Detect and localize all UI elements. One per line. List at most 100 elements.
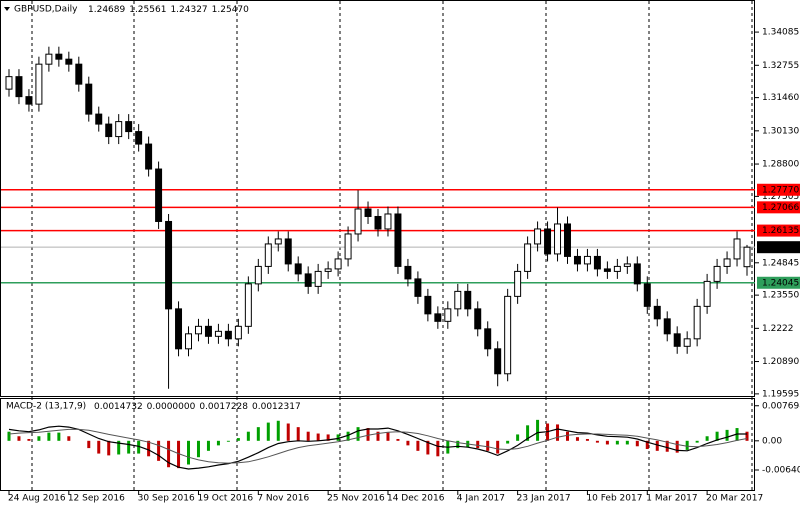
- level-label: 1.25470: [762, 243, 799, 253]
- x-tick-label: 25 Nov 2016: [327, 494, 385, 504]
- candle-body: [404, 265, 412, 280]
- candle-body: [583, 255, 591, 265]
- candle-body: [15, 76, 23, 98]
- histogram-bar: [436, 440, 440, 457]
- histogram-bar: [476, 440, 480, 449]
- candle-body: [55, 53, 63, 60]
- x-tick-label: 12 Sep 2016: [68, 494, 125, 504]
- y-tick-label: 0.007698: [762, 401, 800, 411]
- candle-body: [155, 168, 163, 222]
- histogram-bar: [196, 440, 200, 458]
- candle-body: [524, 243, 532, 272]
- y-tick-label: 1.32755: [762, 61, 799, 71]
- histogram-bar: [336, 434, 340, 441]
- candle-body: [454, 290, 462, 310]
- candle-body: [194, 325, 202, 335]
- candle-body: [304, 273, 312, 287]
- y-tick-label: 1.24845: [762, 258, 799, 268]
- candle-body: [314, 270, 322, 287]
- histogram-bar: [226, 440, 230, 442]
- x-tick-label: 19 Oct 2016: [197, 494, 253, 504]
- x-tick-label: 10 Feb 2017: [586, 494, 642, 504]
- candle-body: [544, 228, 552, 255]
- histogram-bar: [516, 434, 520, 441]
- y-tick-label: 1.28800: [762, 160, 799, 170]
- candle-body: [723, 258, 731, 267]
- candle-body: [274, 238, 282, 245]
- histogram-bar: [585, 438, 589, 441]
- candle-body: [244, 283, 252, 327]
- histogram-bar: [326, 434, 330, 441]
- histogram-bar: [216, 440, 220, 446]
- histogram-bar: [147, 440, 151, 457]
- candle-body: [384, 213, 392, 230]
- histogram-bar: [725, 429, 729, 441]
- candle-body: [145, 143, 153, 170]
- level-label-box: [757, 224, 800, 237]
- x-tick-label: 30 Sep 2016: [138, 494, 195, 504]
- candle-body: [743, 246, 751, 268]
- histogram-bar: [236, 438, 240, 441]
- level-label: 1.24045: [762, 278, 799, 288]
- histogram-bar: [47, 432, 51, 441]
- candle-body: [683, 338, 691, 347]
- candle-body: [334, 258, 342, 270]
- candle-body: [105, 123, 113, 138]
- header-value: 0.0014732: [94, 402, 143, 412]
- candle-body: [494, 348, 502, 375]
- histogram-bar: [635, 440, 639, 447]
- histogram-bar: [685, 440, 689, 450]
- candle-body: [603, 268, 611, 272]
- histogram-bar: [177, 440, 181, 469]
- histogram-bar: [187, 440, 191, 465]
- header-value: 1.24327: [170, 5, 207, 15]
- y-tick-label: 1.19595: [762, 389, 799, 399]
- y-tick-label: 1.34085: [762, 28, 799, 38]
- candle-body: [95, 113, 103, 125]
- histogram-bar: [17, 436, 21, 441]
- histogram-bar: [127, 440, 131, 454]
- histogram-bar: [316, 433, 320, 441]
- histogram-bar: [416, 440, 420, 451]
- level-label-box: [757, 241, 800, 254]
- candle-body: [444, 308, 452, 322]
- header-value: 0.0017228: [199, 402, 248, 412]
- histogram-bar: [246, 431, 250, 441]
- candle-body: [204, 325, 212, 337]
- candle-body: [294, 263, 302, 275]
- level-label-box: [757, 276, 800, 289]
- histogram-bar: [565, 431, 569, 441]
- menu-triangle[interactable]: [4, 7, 10, 11]
- candle-body: [394, 213, 402, 267]
- histogram-bar: [406, 440, 410, 446]
- plot-marks: [1, 46, 755, 470]
- y-tick-label: 1.30130: [762, 126, 799, 136]
- level-label: 1.27066: [762, 203, 799, 213]
- x-tick-label: 1 Mar 2017: [646, 494, 697, 504]
- y-tick-label: 1.23550: [762, 291, 799, 301]
- x-tick-label: 7 Nov 2016: [257, 494, 309, 504]
- candle-body: [35, 63, 43, 105]
- histogram-bar: [376, 431, 380, 441]
- ohlc-values: 1.24689 1.25561 1.24327 1.25470: [88, 5, 249, 15]
- macd-title: MACD-2 (13,17,9): [6, 402, 86, 412]
- candle-body: [713, 265, 721, 282]
- histogram-bar: [645, 440, 649, 450]
- header-value: 1.25561: [129, 5, 166, 15]
- histogram-bar: [256, 427, 260, 441]
- histogram-bar: [595, 440, 599, 443]
- candle-body: [623, 263, 631, 267]
- histogram-bar: [486, 440, 490, 451]
- histogram-bar: [296, 427, 300, 441]
- candle-body: [214, 330, 222, 337]
- histogram-bar: [506, 440, 510, 444]
- histogram-bar: [695, 440, 699, 443]
- y-tick-label: 0.00: [762, 436, 782, 446]
- histogram-bar: [346, 431, 350, 441]
- candle-body: [135, 131, 143, 145]
- candle-body: [733, 238, 741, 260]
- header-value: 1.24689: [88, 5, 125, 15]
- candle-body: [673, 333, 681, 347]
- candle-body: [633, 263, 641, 285]
